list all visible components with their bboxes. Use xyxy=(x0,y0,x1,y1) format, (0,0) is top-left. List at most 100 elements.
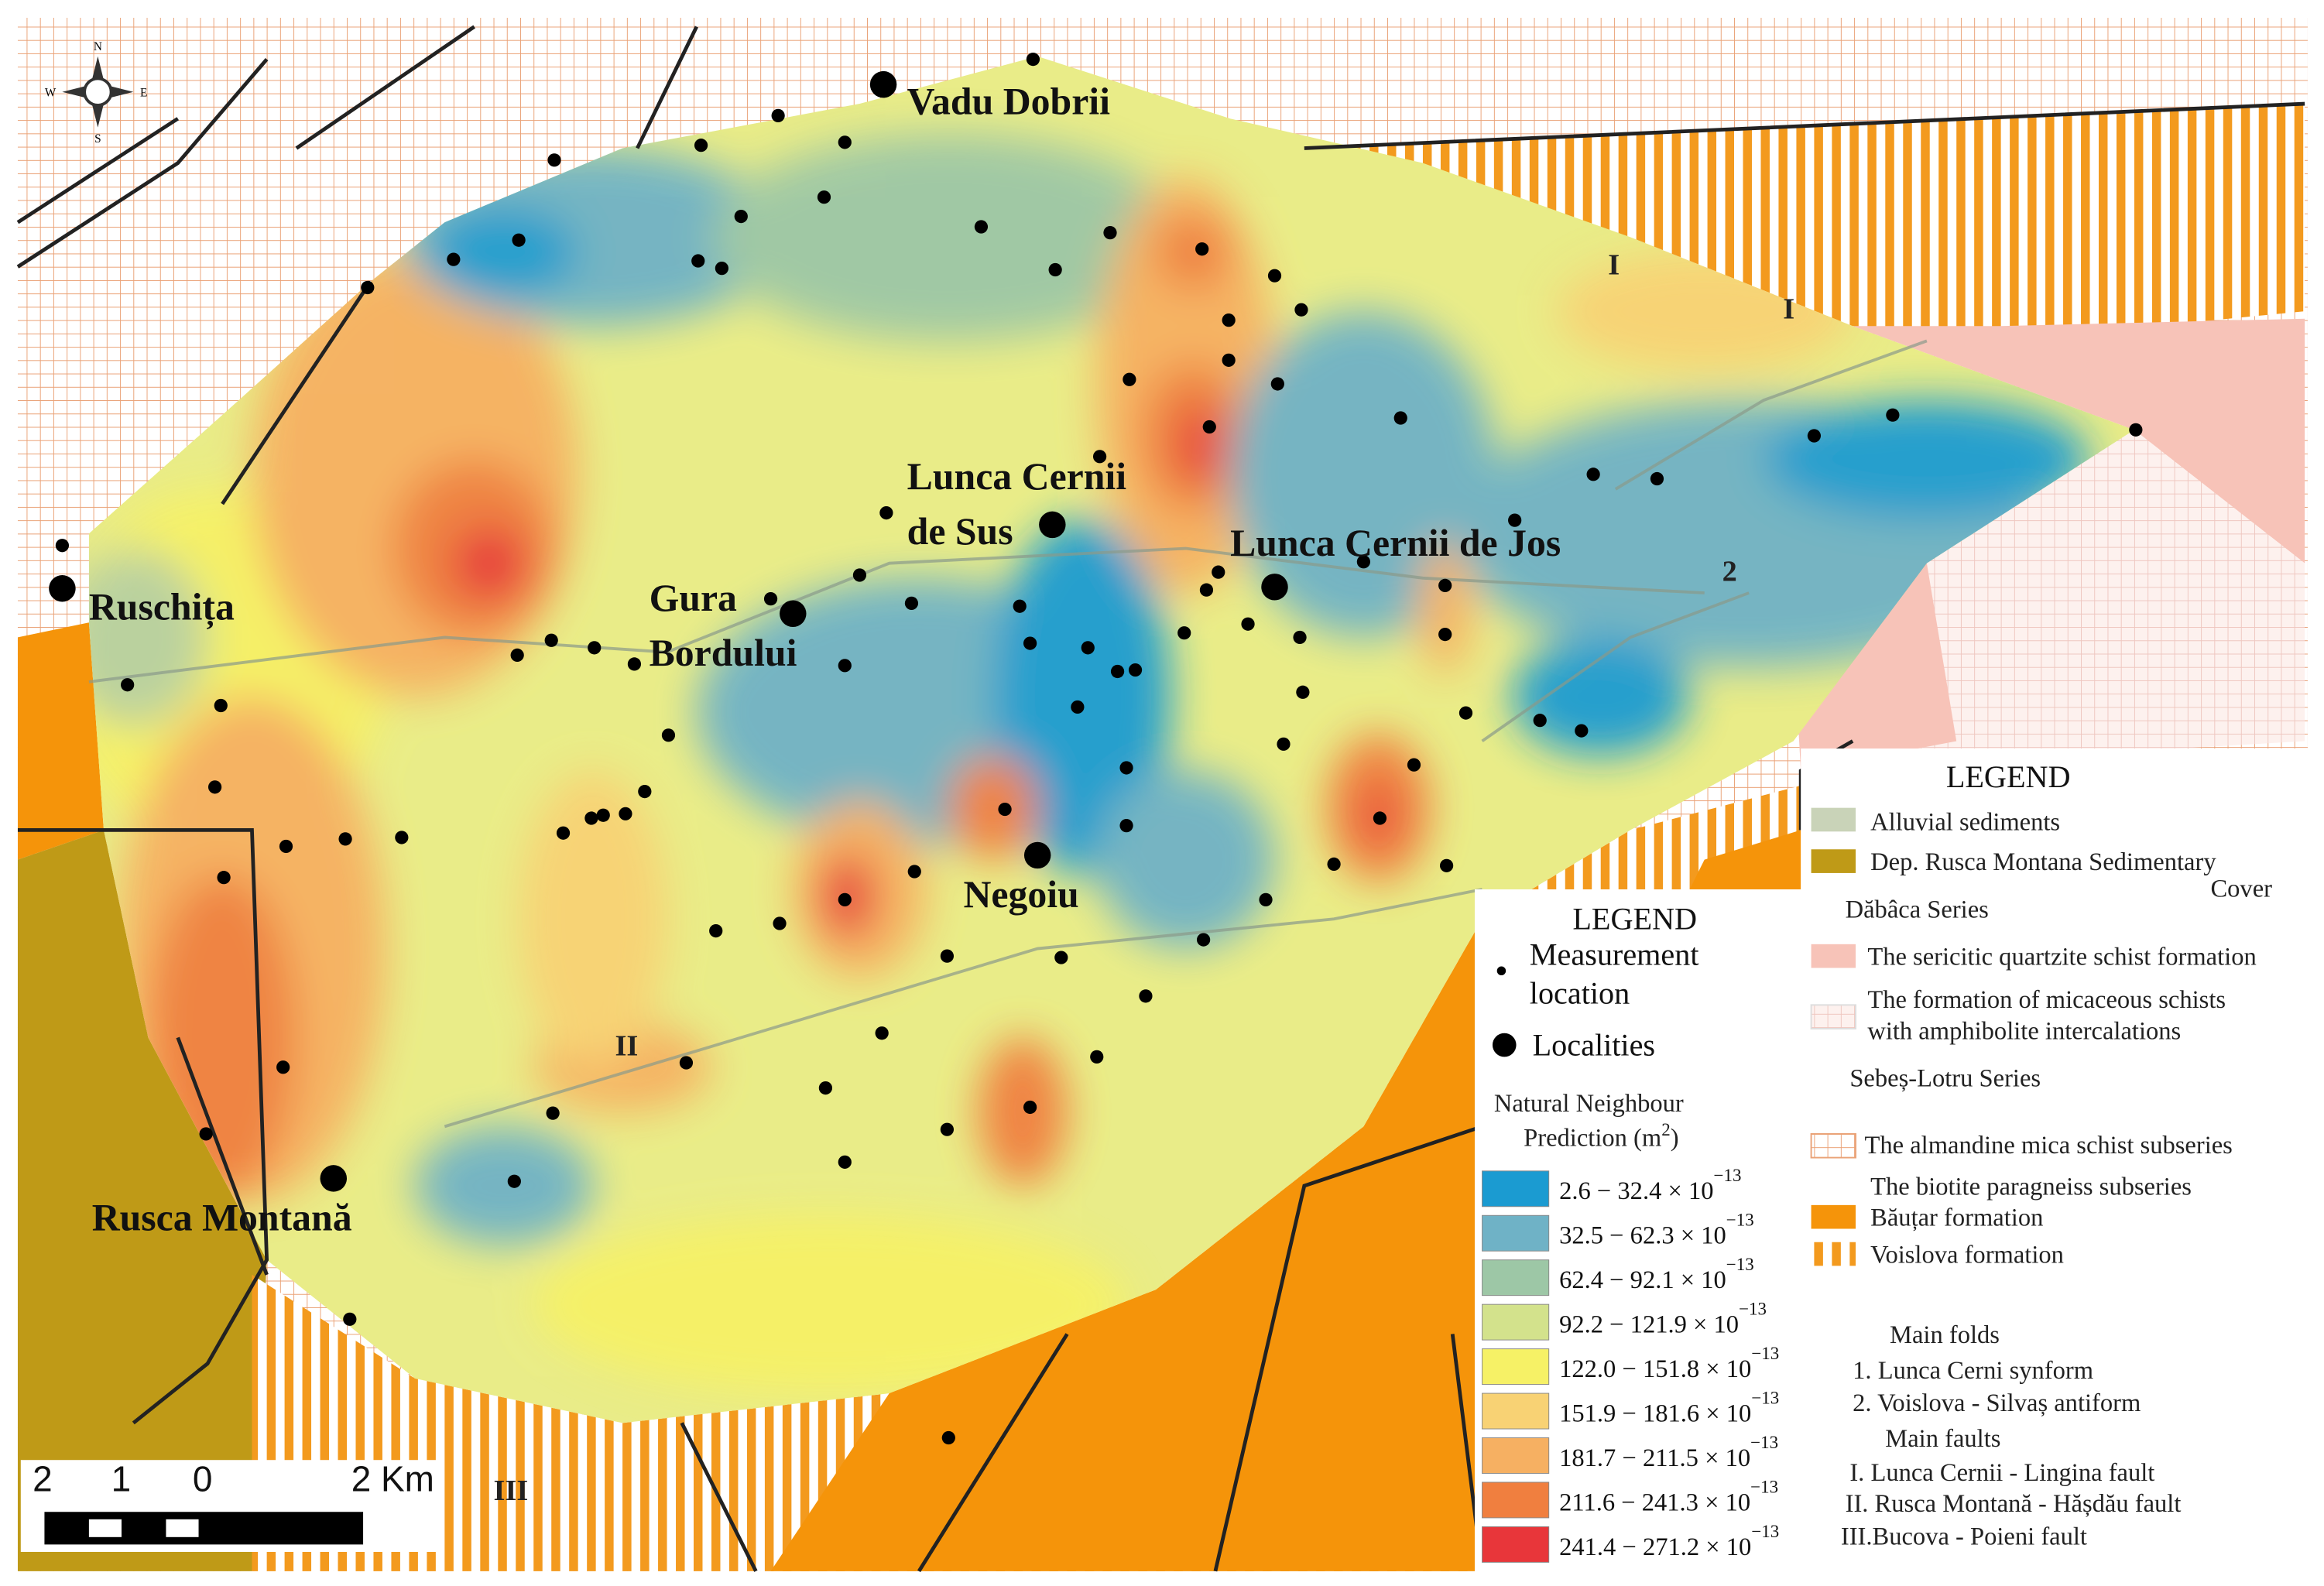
class-range: 181.7 − 211.5 × 10 xyxy=(1559,1444,1750,1472)
class-range: 241.4 − 271.2 × 10 xyxy=(1559,1533,1751,1561)
measurement-point xyxy=(507,1174,521,1188)
legend-text: The biotite paragneiss subseries xyxy=(1870,1173,2192,1201)
measurement-point xyxy=(1458,706,1473,720)
measurement-point xyxy=(1026,52,1040,67)
road xyxy=(1481,339,1928,743)
legend-text: I. Lunca Cernii - Lingina fault xyxy=(1849,1459,2154,1487)
place-label: Gura xyxy=(650,577,737,619)
measurement-point xyxy=(974,220,989,234)
legend-heading: Sebeș-Lotru Series xyxy=(1849,1065,2041,1093)
legend-text: Localities xyxy=(1533,1027,1655,1062)
zone xyxy=(415,1126,593,1245)
legend-text: ) xyxy=(1671,1124,1679,1152)
class-label: 32.5 − 62.3 × 10−13 xyxy=(1559,1211,1754,1250)
place-label: Ruschița xyxy=(89,585,235,630)
measurement-point xyxy=(1090,1050,1104,1064)
locality-marker xyxy=(49,575,76,602)
measurement-point xyxy=(838,659,852,673)
class-label: 122.0 − 151.8 × 10−13 xyxy=(1559,1344,1779,1383)
class-label: 181.7 − 211.5 × 10−13 xyxy=(1559,1433,1778,1472)
bautar-formation xyxy=(17,622,105,860)
measurement-point xyxy=(1356,555,1370,569)
measurement-points xyxy=(55,52,2143,1445)
measurement-point xyxy=(1177,626,1191,640)
legend-text: location xyxy=(1530,975,1630,1010)
measurement-point xyxy=(544,633,558,647)
measurement-point xyxy=(343,1312,357,1326)
class-range: 211.6 − 241.3 × 10 xyxy=(1559,1488,1750,1516)
scale-label: 0 xyxy=(193,1458,213,1499)
legend-text: III.Bucova - Poieni fault xyxy=(1841,1523,2087,1550)
fold-label: 2 xyxy=(1722,556,1737,588)
measurement-point xyxy=(510,648,524,663)
swatch xyxy=(1810,1132,1856,1159)
measurement-point xyxy=(1508,513,1522,527)
measurement-point xyxy=(1023,1100,1037,1115)
measurement-point xyxy=(217,871,231,885)
scale-segment xyxy=(88,1519,122,1537)
measurement-point xyxy=(879,505,893,520)
fault-label: II xyxy=(615,1029,639,1062)
class-swatch xyxy=(1482,1303,1550,1341)
legend-title: LEGEND xyxy=(1946,759,2071,794)
compass-label: N xyxy=(94,40,102,53)
measurement-point xyxy=(1103,226,1117,240)
place-label: de Sus xyxy=(907,510,1013,553)
fault-line xyxy=(16,25,2305,505)
class-label: 241.4 − 271.2 × 10−13 xyxy=(1559,1522,1779,1561)
zone xyxy=(519,770,667,1067)
measurement-point xyxy=(214,698,228,713)
zone xyxy=(1096,770,1275,949)
fault-line xyxy=(17,827,269,1425)
class-label: 2.6 − 32.4 × 10−13 xyxy=(1559,1166,1741,1205)
compass-label: W xyxy=(45,86,57,99)
faults xyxy=(16,25,2305,1573)
legend-text: with amphibolite intercalations xyxy=(1867,1017,2181,1045)
legend-text: Cover xyxy=(2210,875,2272,903)
legend-heading: Dăbâca Series xyxy=(1846,896,1989,923)
measurement-point xyxy=(679,1056,694,1070)
swatch xyxy=(1811,1204,1856,1229)
road xyxy=(444,888,1482,1129)
measurement-point xyxy=(1071,700,1085,714)
measurement-point xyxy=(1373,811,1387,825)
measurement-point xyxy=(1270,377,1284,391)
measurement-point xyxy=(1277,737,1291,751)
class-label: 62.4 − 92.1 × 10−13 xyxy=(1559,1255,1754,1294)
class-swatch xyxy=(1482,1259,1550,1297)
measurement-point xyxy=(852,568,867,582)
measurement-point xyxy=(276,1060,290,1074)
class-label: 151.9 − 181.6 × 10−13 xyxy=(1559,1388,1779,1427)
legend-text: Measurement xyxy=(1530,937,1699,972)
place-label: Negoiu xyxy=(963,873,1078,916)
class-label: 92.2 − 121.9 × 10−13 xyxy=(1559,1300,1767,1339)
measurement-point xyxy=(512,233,526,247)
legend-text: The almandine mica schist subseries xyxy=(1864,1132,2232,1160)
measurement-point xyxy=(55,539,70,553)
zone xyxy=(1764,400,2090,519)
zone xyxy=(533,1215,1127,1394)
measurement-point xyxy=(546,1106,560,1120)
measurement-point xyxy=(763,592,778,606)
legend-text: 1. Lunca Cerni synform xyxy=(1853,1357,2093,1385)
measurement-point xyxy=(1439,858,1454,872)
measurement-point xyxy=(1438,627,1452,642)
legend-title: LEGEND xyxy=(1572,902,1697,937)
measurement-point xyxy=(694,139,708,152)
locality-marker xyxy=(780,600,807,628)
measurement-point xyxy=(838,1155,852,1169)
class-range: 122.0 − 151.8 × 10 xyxy=(1559,1355,1751,1383)
measurement-point xyxy=(773,916,787,930)
measurement-point xyxy=(1586,468,1600,481)
measurement-point xyxy=(447,252,461,266)
legend-text: Dep. Rusca Montana Sedimentary xyxy=(1870,848,2216,876)
measurement-point xyxy=(619,807,632,820)
measurement-point xyxy=(1241,617,1255,631)
legend-text: Alluvial sediments xyxy=(1870,808,2060,836)
measurement-point xyxy=(1438,578,1452,593)
swatch xyxy=(1810,1004,1856,1029)
class-exponent: −13 xyxy=(1751,1388,1779,1407)
legend-bg xyxy=(1801,748,2320,1574)
class-range: 151.9 − 181.6 × 10 xyxy=(1559,1399,1751,1427)
sedimentary-cover xyxy=(17,830,267,1571)
